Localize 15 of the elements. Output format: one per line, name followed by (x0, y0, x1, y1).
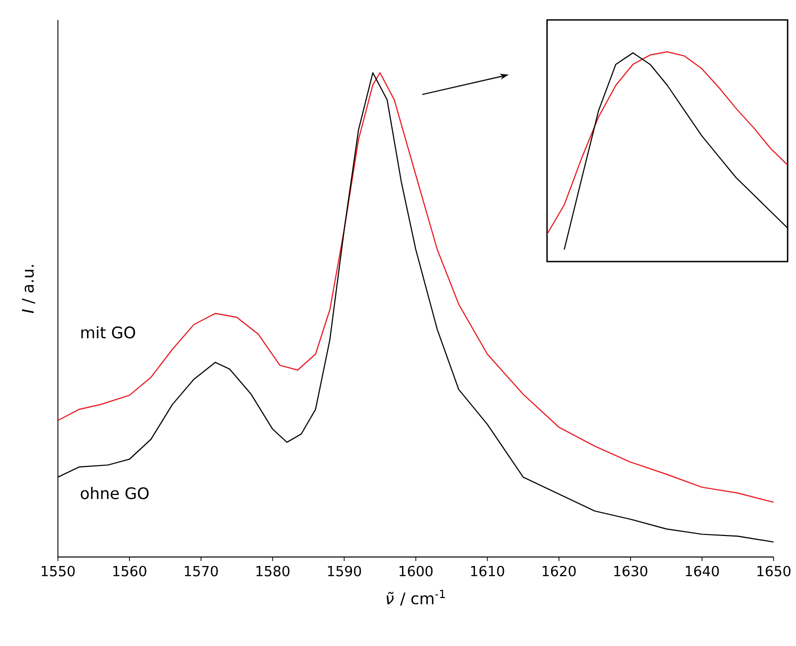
x-tick-label: 1570 (184, 566, 218, 576)
x-axis-title: ν̃ / cm$^{-1}$ (386, 590, 445, 606)
x-tick-label: 1610 (471, 566, 504, 576)
y-axis-title: I / a.u. (22, 265, 36, 314)
x-tick-label: 1560 (113, 566, 146, 576)
text: mit GO (81, 326, 136, 339)
x-tick-label: 1590 (328, 566, 361, 576)
x-tick-label: 1600 (400, 566, 433, 576)
x-tick-label: 1550 (42, 566, 75, 576)
x-tick-label: 1640 (686, 566, 719, 576)
x-tick-label: 1650 (757, 566, 790, 576)
x-tick-label: 1580 (256, 566, 290, 576)
x-tick-label: 1620 (542, 566, 576, 576)
x-tick-label: 1630 (614, 566, 648, 576)
series-label: ohne GO (80, 487, 149, 500)
